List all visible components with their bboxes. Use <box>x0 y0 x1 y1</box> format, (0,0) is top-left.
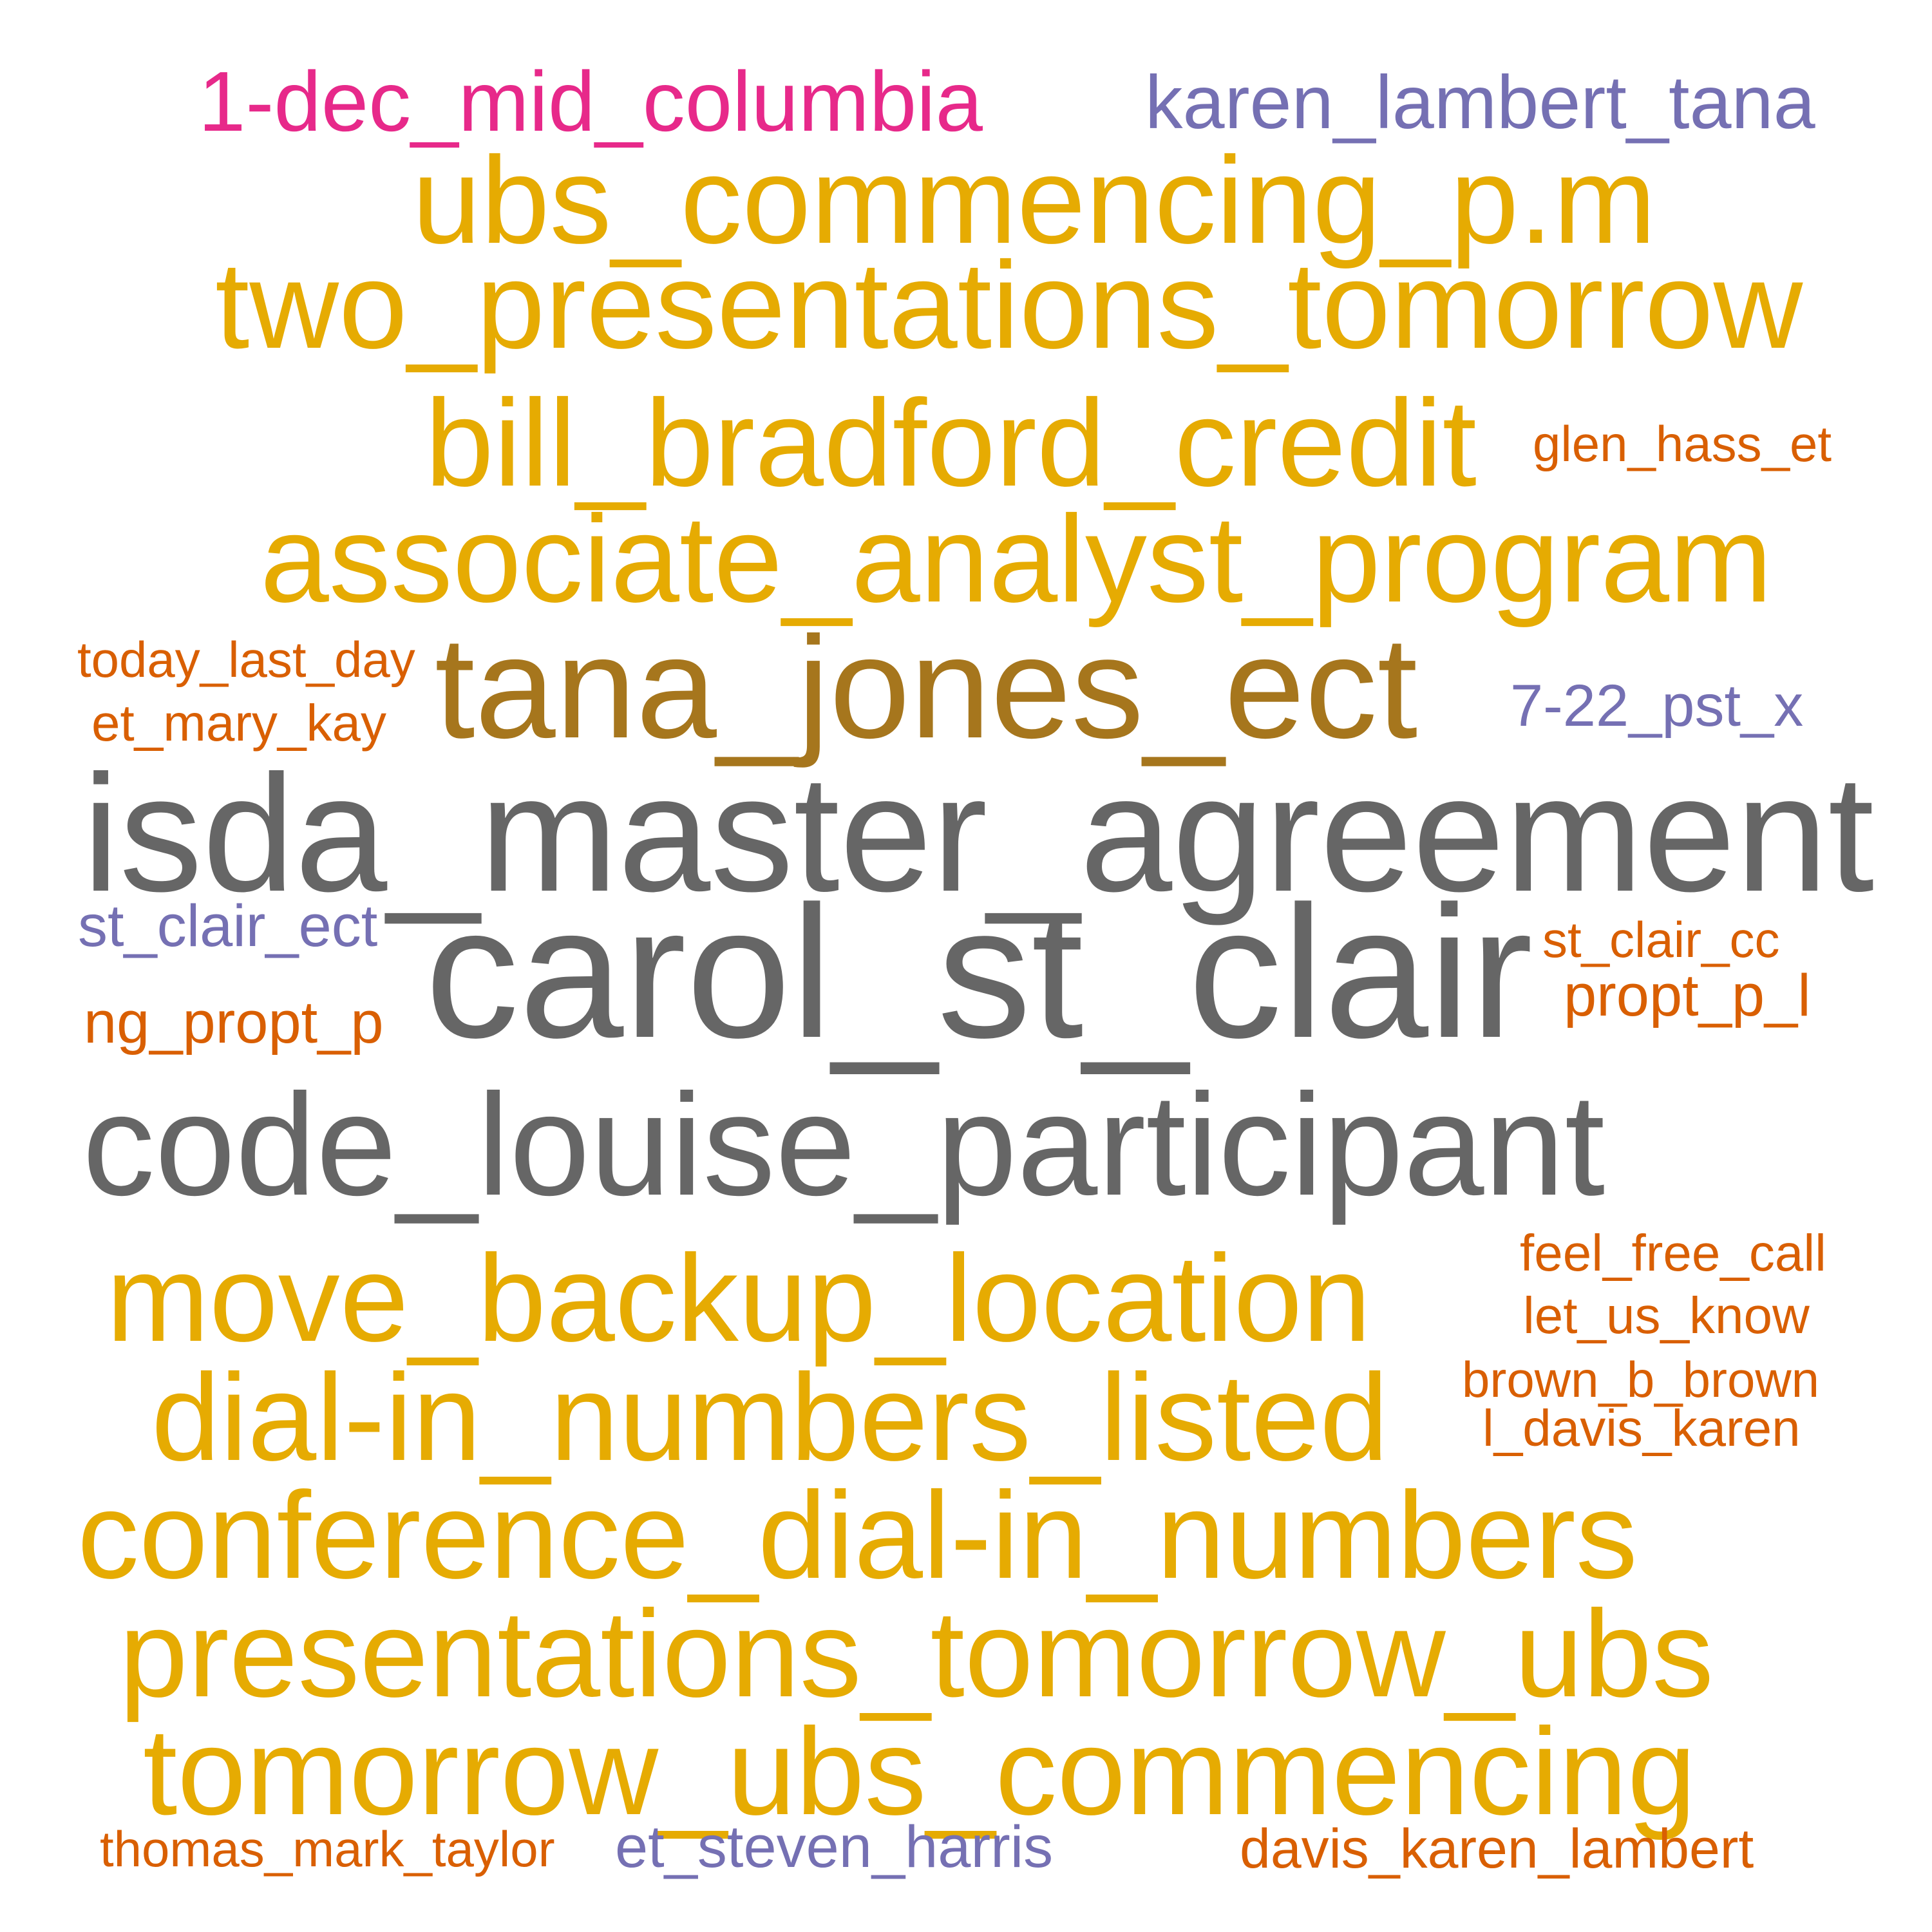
word-ubs-commencing-pm: ubs_commencing_p.m <box>412 131 1656 269</box>
word-propt-p-l: propt_p_l <box>1564 963 1811 1028</box>
word-7-22-pst-x: 7-22_pst_x <box>1510 673 1804 739</box>
word-two-presentations-tomorrow: two_presentations_tomorrow <box>215 236 1803 374</box>
word-karen-lambert-tana: karen_lambert_tana <box>1145 60 1815 144</box>
word-bill-bradford-credit: bill_bradford_credit <box>425 374 1477 512</box>
word-tana-jones-ect: tana_jones_ect <box>435 606 1418 768</box>
word-isda-master-agreement: isda_master_agreement <box>82 740 1875 926</box>
word-brown-b-brown: brown_b_brown <box>1462 1351 1820 1408</box>
word-ng-propt-p: ng_propt_p <box>84 990 384 1056</box>
word-l-davis-karen: l_davis_karen <box>1482 1399 1801 1457</box>
word-associate-analyst-program: associate_analyst_program <box>260 489 1772 628</box>
word-feel-free-call: feel_free_call <box>1520 1224 1826 1282</box>
word-presentations-tomorrow-ubs: presentations_tomorrow_ubs <box>119 1584 1714 1723</box>
word-et-steven-harris: et_steven_harris <box>615 1814 1054 1880</box>
word-davis-karen-lambert: davis_karen_lambert <box>1240 1818 1754 1880</box>
word-let-us-know: let_us_know <box>1523 1287 1810 1344</box>
word-conference-dial-in-numbers: conference_dial-in_numbers <box>77 1466 1638 1604</box>
word-carol-st-clair: carol_st_clair <box>425 867 1533 1077</box>
word-glen-hass-et: glen_hass_et <box>1533 415 1832 472</box>
word-et-mary-kay: et_mary_kay <box>91 694 386 752</box>
word-thomas-mark-taylor: thomas_mark_taylor <box>100 1821 555 1877</box>
word-move-backup-location: move_backup_location <box>106 1229 1371 1367</box>
word-st-clair-ect: st_clair_ect <box>78 893 378 959</box>
word-dial-in-numbers-listed: dial-in_numbers_listed <box>151 1348 1389 1486</box>
word-st-clair-cc: st_clair_cc <box>1542 911 1780 968</box>
word-tomorrow-ubs-commencing: tomorrow_ubs_commencing <box>143 1702 1696 1841</box>
word-1-dec-mid-columbia: 1-dec_mid_columbia <box>198 54 983 149</box>
word-code-louise-participant: code_louise_participant <box>82 1063 1605 1226</box>
word-today-last-day: today_last_day <box>77 631 415 688</box>
